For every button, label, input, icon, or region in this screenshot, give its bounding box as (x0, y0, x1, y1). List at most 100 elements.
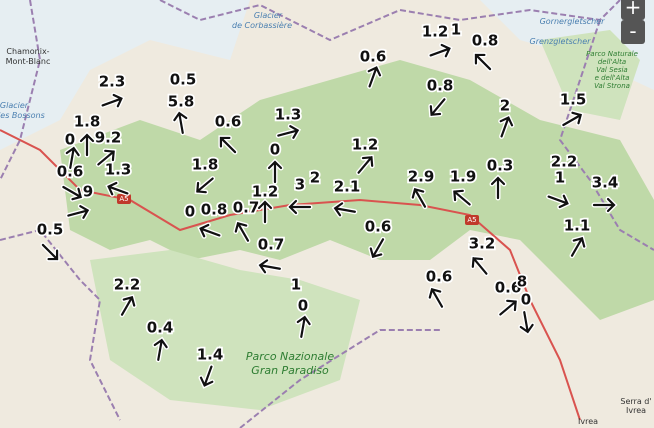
wind-arrow (356, 154, 375, 176)
arrow-shape (499, 116, 514, 138)
wind-arrow (497, 298, 519, 317)
wind-speed: 0 (65, 131, 75, 149)
wind-arrow (197, 222, 222, 239)
wind-arrow (286, 198, 313, 216)
wind-arrow (64, 144, 82, 171)
arrow-shape (288, 199, 312, 215)
wind-arrow (470, 255, 489, 277)
wind-speed: 0.5 (170, 71, 197, 89)
arrow-shape (519, 311, 534, 334)
wind-arrow (546, 193, 571, 210)
glacier-label: Gornergletscher (540, 17, 606, 26)
wind-arrow (518, 309, 536, 336)
wind-speed: 1.9 (450, 168, 477, 186)
wind-speed: 2 (500, 97, 510, 115)
wind-arrow (498, 114, 515, 139)
glacier-label: des Bossons (0, 111, 45, 120)
wind-speed: 1.8 (192, 156, 219, 174)
wind-arrow (65, 203, 92, 221)
wind-speed: 9 (83, 183, 93, 201)
arrow-shape (219, 136, 237, 154)
wind-arrow (591, 196, 618, 214)
arrow-shape (267, 160, 283, 184)
wind-speed: 2 (310, 169, 320, 187)
place-label: Chamonix- (6, 47, 49, 56)
arrow-shape (429, 43, 451, 58)
glacier-label: Glacier (0, 101, 29, 110)
wind-speed: 0.6 (360, 48, 387, 66)
wind-speed: 2.2 (551, 153, 578, 171)
arrow-shape (453, 189, 471, 206)
wind-speed: 2.3 (99, 73, 126, 91)
wind-arrow (78, 131, 96, 158)
wind-speed: 3.2 (469, 235, 496, 253)
wind-speed: 0.8 (427, 77, 454, 95)
arrow-shape (499, 299, 517, 316)
wind-speed: 1.5 (560, 91, 587, 109)
wind-speed: 1.1 (564, 217, 591, 235)
arrow-shape (429, 98, 446, 116)
arrow-shape (562, 111, 583, 127)
wind-speed: 9.2 (95, 129, 122, 147)
wind-speed: 0.8 (201, 201, 228, 219)
arrow-shape (471, 257, 488, 275)
wind-arrow (489, 174, 507, 201)
wind-arrow (218, 135, 238, 155)
glacier-label: Grenzgletscher (530, 37, 592, 46)
place-label: Ivrea (626, 406, 646, 415)
arrow-shape (277, 125, 300, 139)
zoom-in[interactable]: + (621, 0, 645, 20)
arrow-shape (199, 223, 221, 238)
wind-speed: 1 (555, 169, 565, 187)
wind-speed: 0.7 (258, 236, 285, 254)
wind-arrow (428, 96, 447, 118)
park-label: Parco Nazionale (246, 350, 334, 363)
arrow-shape (196, 177, 214, 194)
arrow-shape (153, 338, 168, 361)
wind-arrow (295, 313, 313, 340)
wind-arrow (275, 123, 302, 141)
wind-speed: 0.6 (426, 268, 453, 286)
wind-speed: 2.1 (334, 178, 361, 196)
arrow-shape (490, 176, 506, 200)
wind-speed: 8 (517, 273, 527, 291)
arrow-shape (474, 53, 492, 71)
wind-speed: 0.4 (147, 319, 174, 337)
arrow-shape (101, 93, 123, 108)
park-label: Val Strona (594, 82, 630, 90)
wind-arrow (366, 64, 383, 89)
wind-arrow (198, 364, 215, 389)
wind-arrow (100, 92, 125, 109)
zoom-out[interactable]: - (621, 20, 645, 44)
arrow-shape (592, 197, 616, 213)
arrow-shape (367, 66, 382, 88)
park (90, 250, 360, 410)
wind-speed: 1 (291, 276, 301, 294)
wind-arrow (428, 42, 453, 59)
arrow-shape (547, 194, 569, 209)
road-shield (117, 194, 131, 204)
place-label: Mont-Blanc (6, 57, 51, 66)
wind-speed: 3 (295, 176, 305, 194)
wind-arrow (256, 198, 274, 225)
glacier-label: de Corbassière (232, 20, 292, 30)
wind-arrow (451, 188, 473, 207)
wind-arrow (256, 257, 283, 275)
road-shield (465, 215, 479, 225)
road-label: A5 (467, 216, 476, 224)
wind-speed: 1.2 (352, 136, 379, 154)
wind-speed: 0.3 (487, 157, 514, 175)
arrow-shape (234, 221, 250, 242)
wind-speed: 1.3 (275, 106, 302, 124)
wind-speed: 1.4 (197, 346, 224, 364)
wind-speed: 1.2 (422, 23, 449, 41)
wind-speed: 1 (451, 21, 461, 39)
wind-speed: 0.6 (215, 113, 242, 131)
park-label: Gran Paradiso (251, 364, 329, 377)
wind-speed: 0.6 (57, 163, 84, 181)
wind-arrow (233, 220, 251, 244)
arrow-shape (107, 181, 129, 196)
